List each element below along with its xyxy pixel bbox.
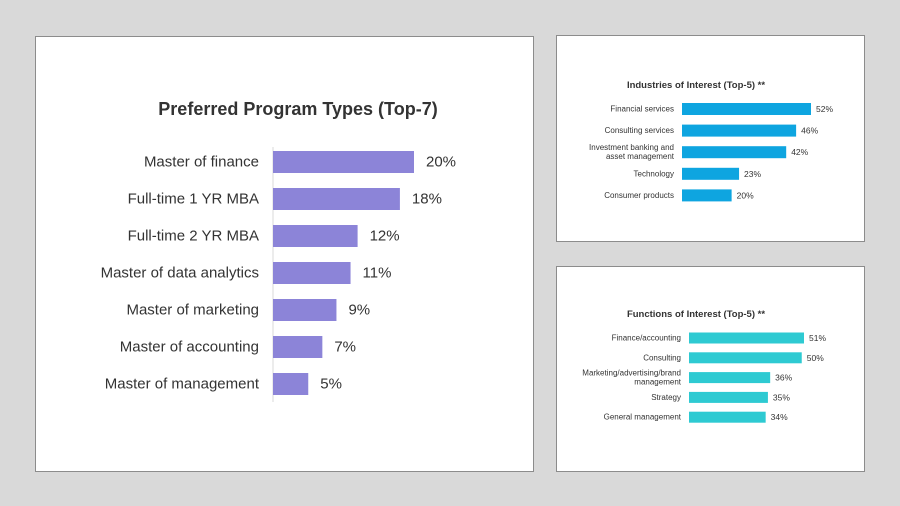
program-types-chart: Preferred Program Types (Top-7) 20% Maste… [101,99,456,402]
category-label: Consulting services [605,126,674,135]
bar [682,167,740,180]
category-label: Finance/accounting [612,334,681,343]
data-label: 12% [370,228,400,245]
category-label: Technology [634,169,674,178]
industries-chart: Industries of Interest (Top-5) ** 52% Fin… [589,80,833,202]
data-label: 51% [809,333,826,343]
chart-title: Functions of Interest (Top-5) ** [627,309,765,320]
data-label: 5% [320,376,342,393]
bar [689,391,768,403]
functions-chart: Functions of Interest (Top-5) ** 51% Fina… [582,309,826,423]
bar [682,124,797,137]
data-label: 36% [775,373,792,383]
data-label: 34% [771,412,788,422]
category-label: Master of management [105,376,260,393]
bar [689,332,804,344]
data-label: 46% [801,126,818,136]
data-label: 35% [773,392,790,402]
bar [689,411,766,423]
bar [273,225,358,247]
data-label: 52% [816,104,833,114]
category-label: Master of finance [144,154,259,171]
data-label: 18% [412,191,442,208]
category-label: Master of marketing [126,302,259,319]
category-label: Marketing/advertising/brand management [582,369,681,387]
category-label: Financial services [610,105,674,114]
bar [689,372,771,384]
bar [682,146,787,159]
program-types-panel: Preferred Program Types (Top-7) 20% Maste… [35,36,534,472]
bar [682,189,732,202]
bar [682,103,811,115]
bar [273,188,400,210]
category-label: Full-time 2 YR MBA [128,228,259,245]
category-label: Master of accounting [120,339,259,356]
category-label: Consulting [643,353,681,362]
category-label: Master of data analytics [101,265,259,282]
data-label: 50% [807,353,824,363]
data-label: 20% [426,154,456,171]
data-label: 7% [334,339,356,356]
bar [689,352,802,364]
data-label: 42% [791,147,808,157]
chart-title: Industries of Interest (Top-5) ** [627,80,765,91]
bar [273,151,414,173]
data-label: 9% [348,302,370,319]
data-label: 11% [363,265,392,282]
category-label: Strategy [651,393,681,402]
industries-panel: Industries of Interest (Top-5) ** 52% Fin… [556,35,865,242]
data-label: 20% [737,190,754,200]
bar [273,373,309,395]
category-label: General management [604,413,682,422]
bar [273,262,351,284]
category-label: Investment banking and asset management [589,143,675,161]
functions-panel: Functions of Interest (Top-5) ** 51% Fina… [556,266,865,472]
bar [273,336,323,358]
category-label: Full-time 1 YR MBA [128,191,259,208]
chart-title: Preferred Program Types (Top-7) [158,99,437,119]
data-label: 23% [744,169,761,179]
category-label: Consumer products [604,191,674,200]
bar [273,299,337,321]
